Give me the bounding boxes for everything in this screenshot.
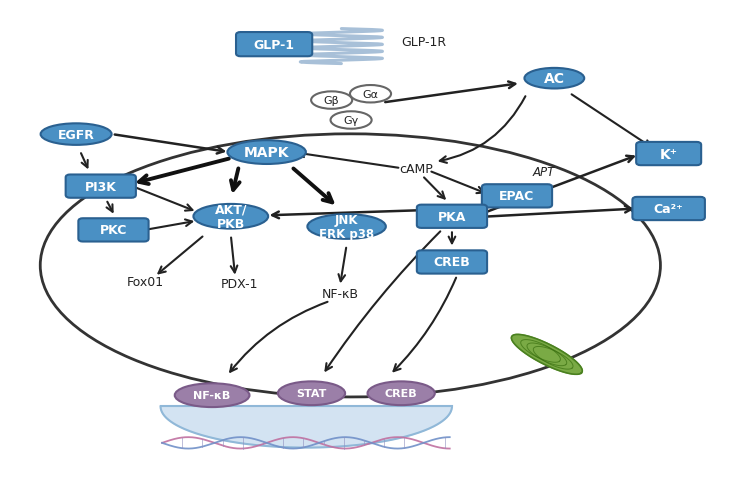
Polygon shape — [160, 407, 452, 447]
Text: Gβ: Gβ — [324, 96, 340, 106]
Text: cAMP: cAMP — [399, 163, 433, 175]
Text: AKT/
PKB: AKT/ PKB — [214, 203, 247, 230]
FancyBboxPatch shape — [632, 198, 705, 221]
Text: CREB: CREB — [385, 388, 418, 398]
Text: AC: AC — [544, 72, 565, 86]
Ellipse shape — [331, 112, 372, 129]
FancyBboxPatch shape — [417, 251, 487, 274]
Ellipse shape — [524, 69, 584, 89]
FancyBboxPatch shape — [78, 219, 148, 242]
FancyBboxPatch shape — [66, 175, 136, 198]
Text: GLP-1: GLP-1 — [254, 39, 295, 52]
FancyBboxPatch shape — [636, 142, 701, 166]
FancyBboxPatch shape — [482, 185, 552, 208]
Ellipse shape — [278, 382, 345, 406]
Text: PKA: PKA — [438, 210, 466, 224]
Text: MAPK: MAPK — [244, 146, 290, 160]
Text: STAT: STAT — [296, 388, 327, 398]
Ellipse shape — [311, 92, 352, 110]
Ellipse shape — [350, 86, 391, 103]
FancyBboxPatch shape — [236, 33, 312, 57]
Text: APT: APT — [532, 166, 555, 179]
Text: Gα: Gα — [362, 90, 379, 100]
Text: PI3K: PI3K — [85, 180, 117, 193]
Text: NF-κB: NF-κB — [322, 287, 358, 300]
Ellipse shape — [227, 141, 306, 164]
Text: K⁺: K⁺ — [660, 147, 678, 161]
Ellipse shape — [368, 382, 435, 406]
Ellipse shape — [194, 204, 268, 229]
Text: GLP-1R: GLP-1R — [401, 36, 446, 49]
Text: NF-κB: NF-κB — [194, 390, 231, 400]
Polygon shape — [512, 335, 582, 374]
Text: PKC: PKC — [100, 224, 128, 237]
Text: EPAC: EPAC — [500, 190, 535, 203]
Ellipse shape — [308, 215, 386, 239]
Text: PDX-1: PDX-1 — [220, 277, 258, 290]
Text: EGFR: EGFR — [58, 128, 94, 142]
Ellipse shape — [40, 124, 112, 145]
Text: CREB: CREB — [433, 256, 470, 269]
Ellipse shape — [175, 384, 250, 407]
Text: Fox01: Fox01 — [126, 275, 164, 288]
Text: Gγ: Gγ — [344, 116, 358, 126]
FancyBboxPatch shape — [417, 205, 487, 228]
Text: Ca²⁺: Ca²⁺ — [654, 203, 683, 216]
Text: JNK
ERK p38: JNK ERK p38 — [319, 214, 374, 241]
